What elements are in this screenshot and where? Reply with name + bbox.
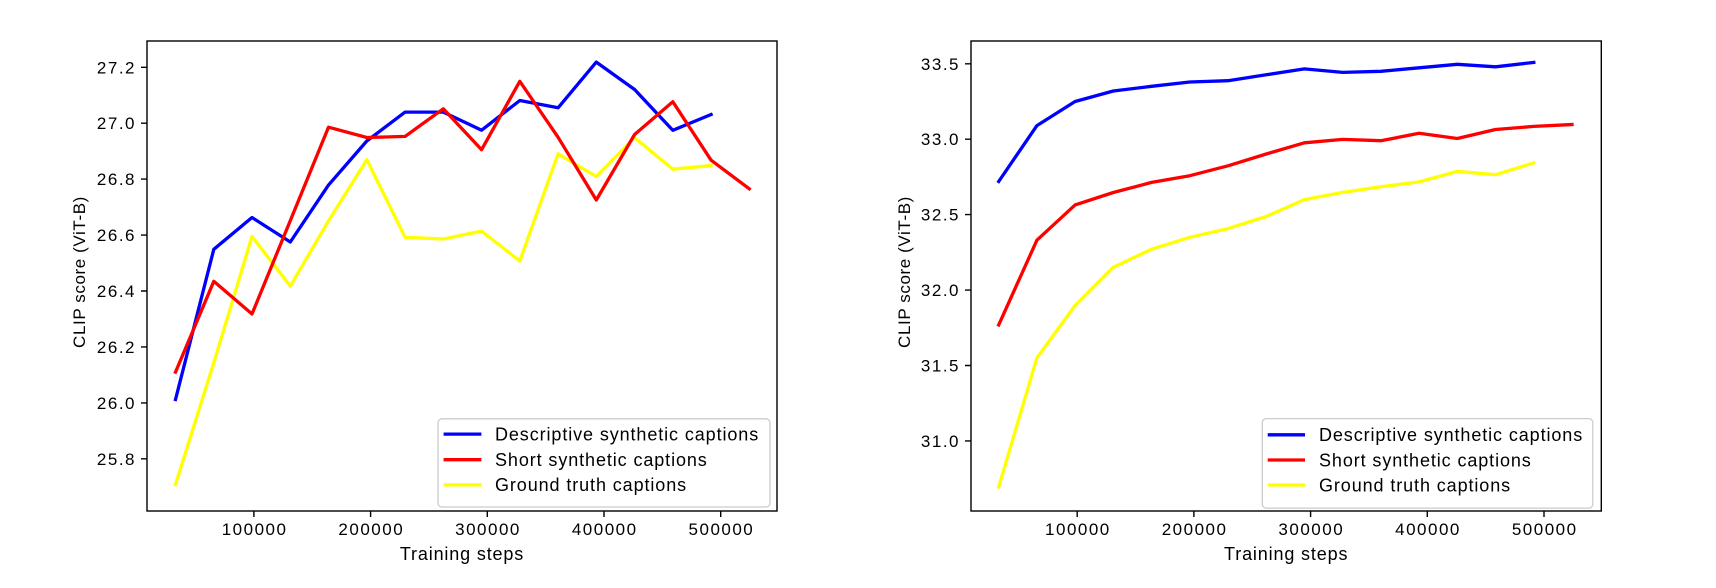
svg-text:500000: 500000 [689, 520, 755, 539]
svg-text:31.5: 31.5 [921, 357, 960, 376]
svg-text:200000: 200000 [1162, 520, 1228, 539]
svg-text:Training steps: Training steps [400, 544, 524, 564]
svg-text:200000: 200000 [338, 520, 404, 539]
svg-text:Ground truth captions: Ground truth captions [495, 475, 687, 495]
svg-text:26.8: 26.8 [97, 170, 136, 189]
svg-text:26.0: 26.0 [97, 394, 136, 413]
svg-text:27.2: 27.2 [97, 58, 136, 77]
svg-text:Training steps: Training steps [1224, 544, 1348, 564]
svg-text:31.0: 31.0 [921, 432, 960, 451]
svg-text:32.5: 32.5 [921, 206, 960, 225]
svg-text:Short synthetic captions: Short synthetic captions [1319, 450, 1532, 470]
svg-text:500000: 500000 [1512, 520, 1578, 539]
svg-text:Ground truth captions: Ground truth captions [1319, 475, 1511, 495]
svg-text:Descriptive synthetic captions: Descriptive synthetic captions [495, 424, 759, 444]
svg-text:300000: 300000 [1278, 520, 1344, 539]
svg-text:26.2: 26.2 [97, 338, 136, 357]
svg-text:400000: 400000 [572, 520, 638, 539]
svg-text:25.8: 25.8 [97, 450, 136, 469]
svg-text:26.4: 26.4 [97, 282, 136, 301]
svg-text:100000: 100000 [222, 520, 288, 539]
svg-text:400000: 400000 [1395, 520, 1461, 539]
svg-text:Descriptive synthetic captions: Descriptive synthetic captions [1319, 425, 1583, 445]
svg-text:100000: 100000 [1045, 520, 1111, 539]
svg-text:CLIP score (ViT-B): CLIP score (ViT-B) [70, 196, 89, 348]
svg-text:33.0: 33.0 [921, 130, 960, 149]
svg-text:300000: 300000 [455, 520, 521, 539]
svg-text:26.6: 26.6 [97, 226, 136, 245]
svg-text:Short synthetic captions: Short synthetic captions [495, 450, 708, 470]
svg-text:27.0: 27.0 [97, 114, 136, 133]
svg-text:33.5: 33.5 [921, 55, 960, 74]
svg-text:32.0: 32.0 [921, 281, 960, 300]
svg-text:CLIP score (ViT-B): CLIP score (ViT-B) [895, 196, 914, 348]
